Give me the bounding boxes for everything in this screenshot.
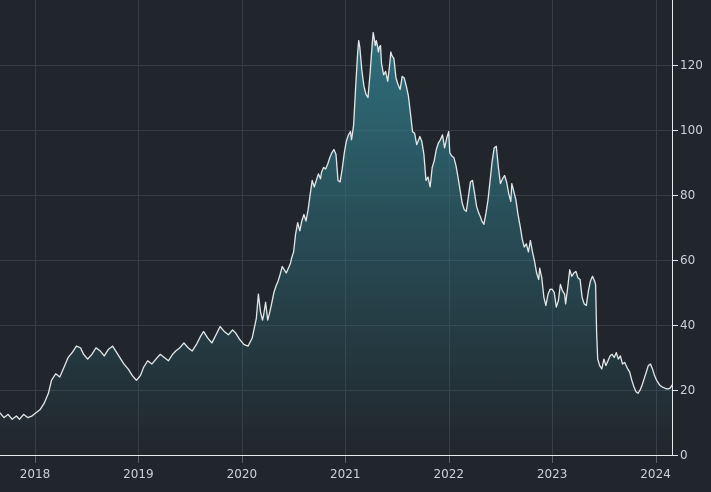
y-tick-label: 60 — [680, 253, 695, 267]
y-tick-label: 80 — [680, 188, 695, 202]
x-tick-label: 2021 — [330, 467, 361, 481]
x-tick-label: 2020 — [227, 467, 258, 481]
y-tick-label: 20 — [680, 383, 695, 397]
axes — [0, 0, 673, 456]
x-axis-ticks: 2018 2019 2020 2021 2022 2023 2024 — [20, 456, 671, 481]
y-tick-label: 100 — [680, 123, 703, 137]
y-tick-label: 0 — [680, 448, 688, 462]
x-tick-label: 2024 — [640, 467, 671, 481]
x-tick-label: 2022 — [433, 467, 464, 481]
price-line — [0, 31, 673, 420]
x-tick-label: 2018 — [20, 467, 51, 481]
x-tick-label: 2019 — [123, 467, 154, 481]
x-tick-label: 2023 — [537, 467, 568, 481]
area-fill — [0, 32, 673, 455]
y-tick-label: 40 — [680, 318, 695, 332]
y-tick-label: 120 — [680, 58, 703, 72]
y-axis-ticks: 0 20 40 60 80 100 120 — [673, 58, 703, 462]
